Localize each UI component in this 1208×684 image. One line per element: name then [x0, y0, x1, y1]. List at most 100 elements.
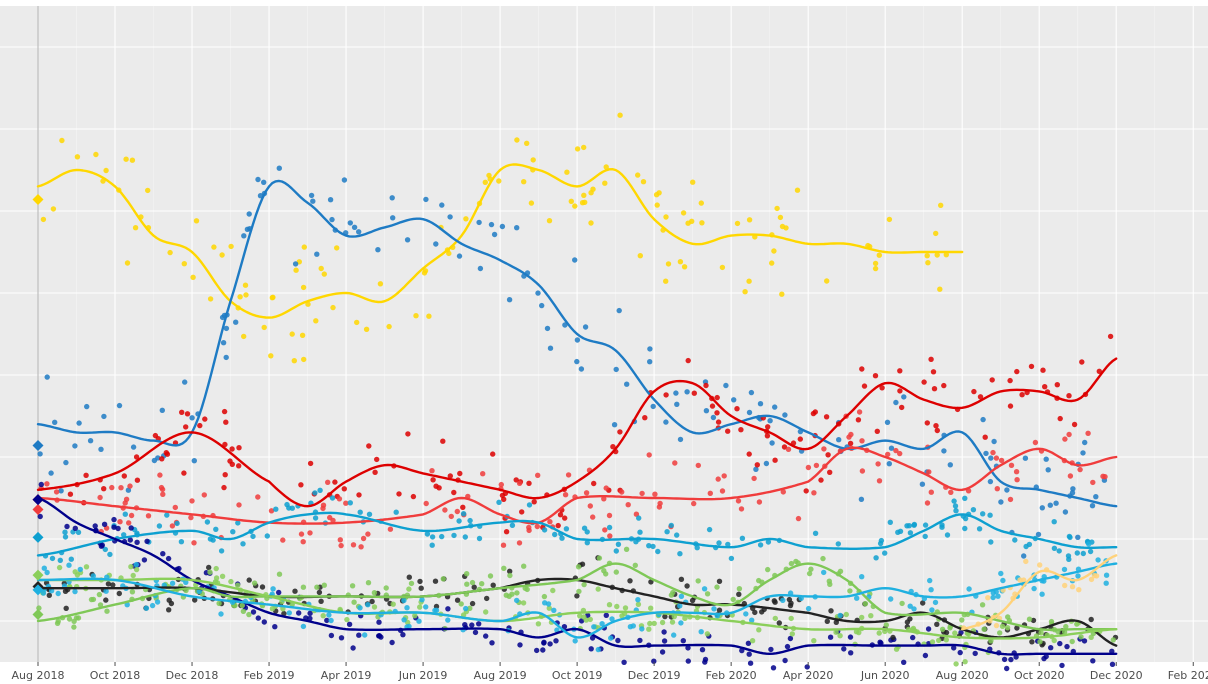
poll-point [371, 604, 378, 610]
poll-point [957, 649, 963, 656]
poll-point [943, 252, 949, 258]
poll-point [1057, 640, 1063, 647]
poll-point [222, 472, 228, 478]
poll-point [514, 597, 520, 604]
poll-point [858, 496, 865, 502]
poll-point [480, 471, 486, 477]
poll-point [429, 468, 435, 474]
poll-point [383, 585, 389, 591]
poll-point [218, 611, 224, 617]
poll-point [947, 462, 953, 468]
poll-point [781, 444, 788, 450]
poll-point [115, 525, 121, 532]
poll-point [562, 515, 568, 521]
poll-point [1103, 580, 1109, 586]
poll-point [985, 595, 991, 601]
poll-point [1066, 533, 1073, 540]
poll-point [684, 583, 690, 589]
markers-layer [32, 194, 44, 620]
poll-point [389, 195, 395, 201]
poll-point [756, 499, 763, 505]
poll-point [460, 511, 467, 517]
poll-point [268, 353, 274, 359]
poll-point [365, 580, 372, 586]
poll-point [941, 382, 947, 389]
poll-point [326, 612, 332, 618]
poll-point [886, 216, 893, 223]
poll-point [201, 492, 207, 498]
poll-point [188, 514, 194, 521]
poll-point [552, 531, 558, 538]
poll-point [223, 419, 229, 425]
poll-point [681, 264, 688, 270]
poll-point [128, 525, 134, 531]
poll-point [191, 540, 197, 546]
poll-point [928, 356, 934, 362]
poll-point [325, 479, 331, 485]
poll-point [706, 526, 713, 533]
poll-point [1088, 576, 1095, 583]
poll-point [596, 555, 603, 561]
poll-point [748, 389, 755, 396]
poll-point [991, 438, 997, 445]
poll-point [591, 624, 597, 630]
poll-point [651, 658, 657, 664]
poll-point [756, 627, 762, 633]
poll-point [168, 600, 175, 607]
poll-point [491, 231, 498, 238]
poll-point [237, 294, 243, 300]
poll-point [951, 645, 957, 651]
poll-point [572, 638, 578, 644]
poll-point [882, 550, 888, 556]
poll-point [242, 282, 249, 288]
poll-point [390, 215, 396, 221]
poll-point [528, 200, 535, 206]
poll-point [757, 401, 764, 407]
poll-point [613, 548, 619, 554]
poll-point [366, 511, 373, 517]
poll-point [72, 525, 79, 531]
poll-point [310, 198, 316, 204]
poll-point [246, 577, 252, 583]
poll-point [160, 551, 166, 557]
poll-point [616, 307, 622, 314]
poll-point [165, 555, 172, 562]
poll-point [149, 602, 156, 609]
poll-point [672, 460, 678, 466]
poll-point [482, 179, 488, 185]
poll-point [617, 112, 623, 118]
poll-point [608, 635, 614, 641]
poll-point [75, 615, 82, 621]
poll-point [1042, 384, 1048, 390]
poll-point [827, 634, 834, 640]
poll-point [615, 541, 622, 547]
poll-point [651, 620, 657, 627]
poll-point [396, 491, 402, 497]
poll-point [183, 424, 189, 430]
poll-point [211, 244, 217, 250]
x-tick-label: Oct 2020 [1014, 669, 1065, 682]
poll-point [990, 449, 996, 456]
poll-point [698, 200, 704, 206]
poll-point [885, 451, 891, 458]
poll-point [989, 377, 995, 383]
poll-point [646, 626, 652, 632]
poll-point [83, 564, 90, 570]
poll-point [943, 629, 950, 636]
poll-point [405, 431, 411, 437]
poll-point [401, 617, 407, 623]
poll-point [228, 578, 234, 585]
poll-point [731, 397, 737, 403]
poll-point [640, 179, 647, 185]
poll-point [426, 313, 432, 319]
poll-point [535, 472, 541, 478]
poll-point [711, 606, 717, 612]
poll-point [682, 615, 688, 621]
poll-point [127, 483, 133, 489]
poll-point [603, 164, 609, 170]
poll-point [76, 420, 82, 426]
poll-point [419, 597, 425, 603]
poll-point [104, 608, 110, 614]
poll-point [714, 410, 720, 416]
poll-point [615, 637, 621, 644]
